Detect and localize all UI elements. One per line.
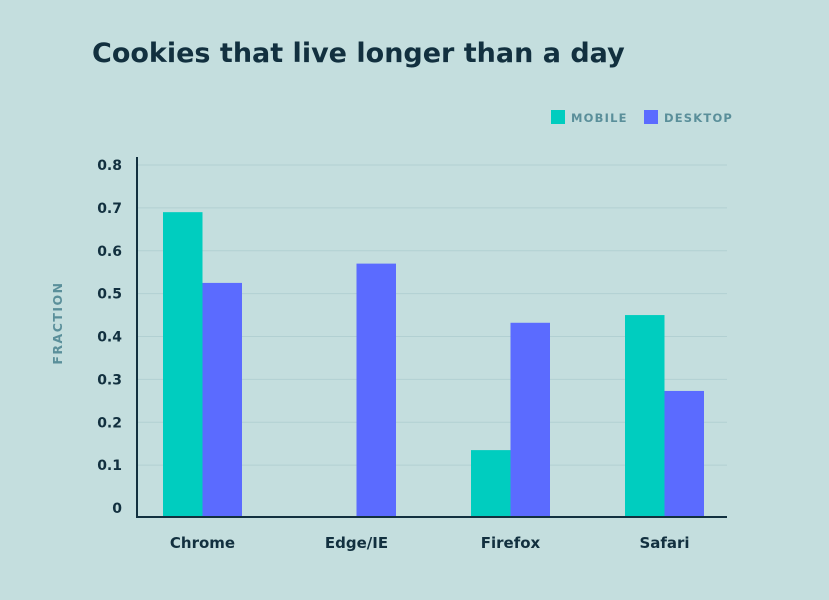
legend: MOBILE DESKTOP [551,110,733,125]
bar-mobile-firefox [471,450,511,517]
bar-desktop-safari [664,390,704,517]
y-tick-label: 0.8 [97,158,122,174]
y-tick-label: 0.2 [97,415,122,431]
x-axis-categories: Chrome Edge/IE Firefox Safari [170,534,690,552]
legend-label-desktop: DESKTOP [664,111,733,125]
x-tick-label: Edge/IE [325,534,388,552]
y-axis-ticks: 0 0.1 0.2 0.3 0.4 0.5 0.6 0.7 0.8 [97,158,122,517]
bars [163,212,704,517]
x-tick-label: Firefox [481,534,541,552]
y-tick-label: 0 [112,501,122,517]
bar-mobile-chrome [163,212,203,517]
y-tick-label: 0.7 [97,201,122,217]
y-tick-label: 0.4 [97,330,122,346]
chart-title: Cookies that live longer than a day [92,38,625,69]
y-tick-label: 0.5 [97,287,122,303]
bar-desktop-firefox [510,322,550,517]
legend-label-mobile: MOBILE [571,111,628,125]
y-tick-label: 0.1 [97,458,122,474]
legend-swatch-desktop [644,110,658,124]
bar-desktop-chrome [202,282,242,517]
x-tick-label: Safari [639,534,689,552]
legend-swatch-mobile [551,110,565,124]
x-tick-label: Chrome [170,534,235,552]
y-tick-label: 0.3 [97,372,122,388]
bar-desktop-edge-ie [356,263,396,517]
y-axis-label: FRACTION [50,281,65,364]
y-tick-label: 0.6 [97,244,122,260]
bar-mobile-safari [625,315,665,517]
